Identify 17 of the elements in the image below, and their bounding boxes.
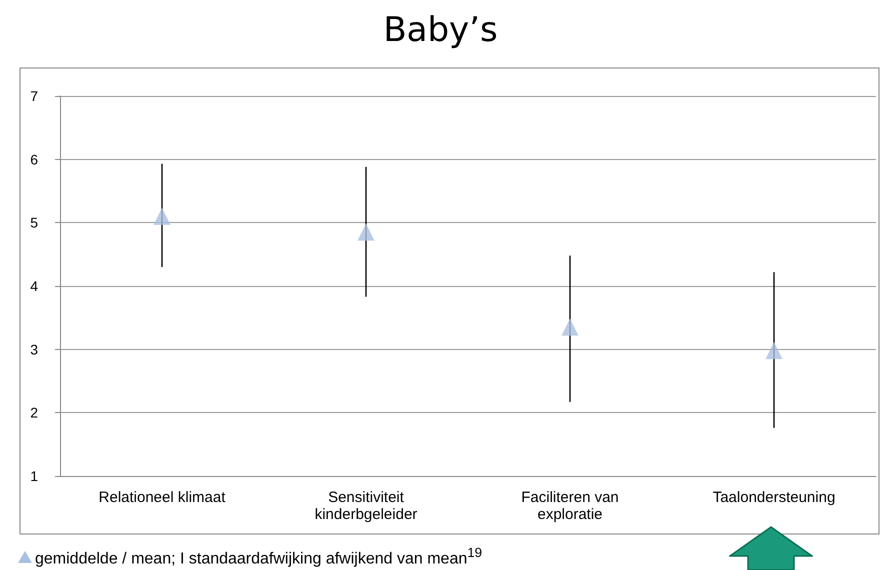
y-tick-label: 3 — [30, 341, 38, 358]
x-tick-label: Faciliteren van exploratie — [521, 489, 619, 523]
y-tick-label: 7 — [30, 88, 38, 104]
y-tick-label: 6 — [30, 151, 38, 168]
point — [154, 208, 170, 225]
y-tick-label: 1 — [30, 468, 38, 484]
x-tick-label: Sensitiviteit kinderbgeleider — [314, 489, 418, 523]
y-tick-label: 2 — [30, 404, 38, 421]
point — [562, 318, 578, 336]
y-tick-label: 5 — [30, 214, 38, 231]
point — [766, 342, 782, 360]
chart-title: Baby’s — [383, 10, 498, 50]
y-tick-label: 4 — [30, 278, 38, 294]
x-tick-label: Relationeel klimaat — [98, 489, 226, 506]
point — [358, 224, 374, 241]
x-tick-label: Taalondersteuning — [712, 489, 836, 506]
text: gemiddelde / mean; I standaardafwijking afwijkend van mean$^{19}$ — [35, 545, 482, 568]
